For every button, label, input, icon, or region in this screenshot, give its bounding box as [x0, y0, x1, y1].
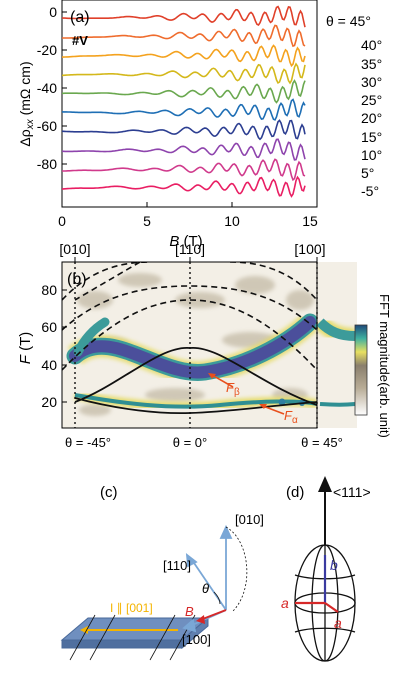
a-axis-label-left: a [281, 595, 289, 611]
sample-bar [60, 614, 210, 661]
panel-a-xlabel: B (T) [169, 233, 202, 250]
b-axis-label: b [330, 557, 338, 573]
panel-b-ylabel: F (T) [17, 332, 34, 365]
oscillation-curve-5 [62, 98, 306, 121]
f-beta-label: Fβ [226, 380, 240, 398]
panel-c: (c) I ∥ [001] [60, 484, 264, 661]
field-arrow [196, 609, 227, 624]
dir-110-label: [110] [163, 558, 191, 573]
panel-a: (a) #V 0 -20 -40 -60 -80 0 5 10 15 B (T) [17, 0, 382, 250]
oscillation-curve-4 [62, 79, 306, 104]
theta-arc [213, 591, 221, 605]
x-tick-2: 10 [224, 213, 240, 229]
oscillation-curve-9 [62, 175, 306, 198]
oscillation-curve-7 [62, 138, 306, 161]
crystal-axes [182, 524, 233, 633]
f-beta-annotation: Fβ [208, 373, 240, 398]
b-y-tick-2: 60 [41, 319, 57, 335]
panel-b-label: (b) [67, 271, 87, 288]
fft-heatmap [62, 262, 317, 428]
dir-label-010: [010] [59, 241, 90, 257]
x-tick-1: 5 [143, 213, 151, 229]
field-label: B [185, 604, 194, 619]
y-tick-3: -60 [37, 118, 57, 134]
panel-a-frame [61, 0, 318, 208]
sample-label: #V [72, 33, 88, 48]
oscillation-curve-8 [62, 158, 306, 182]
y-tick-4: -80 [37, 156, 57, 172]
b-y-tick-3: 80 [41, 282, 57, 298]
panel-b-y-ticks: 20 40 60 80 [41, 282, 67, 410]
b-y-tick-1: 40 [41, 357, 57, 373]
panel-a-ylabel: Δρxx (mΩ cm) [17, 61, 36, 146]
panel-c-label: (c) [100, 484, 118, 501]
axis-label: <111> [333, 484, 371, 500]
b-x-tick-2: θ = 45° [301, 435, 343, 450]
axis-arrowhead [318, 476, 332, 492]
colorbar-subtitle: (arb. unit) [377, 382, 392, 438]
angle-label-3: 30° [361, 74, 382, 90]
colorbar-title: FFT magnitude [377, 294, 392, 382]
x-tick-3: 15 [302, 213, 318, 229]
panel-a-curves [62, 5, 306, 198]
panel-a-x-ticks: 0 5 10 15 [58, 202, 318, 229]
b-x-tick-0: θ = -45° [65, 435, 111, 450]
oscillation-curve-6 [62, 119, 306, 141]
panel-d-label: (d) [286, 484, 304, 501]
oscillation-curve-1 [62, 24, 306, 48]
angle-label-5: 20° [361, 110, 382, 126]
y-tick-1: -20 [37, 42, 57, 58]
x-tick-0: 0 [58, 213, 66, 229]
theta-label: θ [202, 581, 209, 596]
y-tick-0: 0 [49, 4, 57, 20]
panel-a-label: (a) [70, 9, 90, 26]
oscillation-curve-2 [62, 44, 306, 68]
angle-label-9: -5° [361, 183, 379, 199]
f-alpha-label: Fα [284, 408, 298, 426]
panel-d: (d) <111> b a a [281, 476, 371, 662]
y-tick-2: -40 [37, 80, 57, 96]
panel-a-y-ticks: 0 -20 -40 -60 -80 [37, 4, 67, 172]
angle-label-1: 40° [361, 37, 382, 53]
oscillation-curve-3 [62, 62, 306, 85]
angle-label-7: 10° [361, 147, 382, 163]
panel-b: [010] [110] [100] (b) 20 40 60 80 F (T) … [17, 241, 392, 450]
fft-heatmap-extension [314, 262, 357, 428]
dir-label-110: [110] [175, 241, 205, 257]
panel-b-x-ticks: θ = -45° θ = 0° θ = 45° [65, 435, 343, 450]
fermi-orbit-curves [62, 262, 317, 371]
b-y-tick-0: 20 [41, 394, 57, 410]
oscillation-curve-0 [62, 5, 306, 28]
f-alpha-annotation: Fα [259, 404, 298, 426]
angle-arc [225, 526, 248, 613]
current-label: I ∥ [001] [110, 601, 153, 615]
dir-100-label: [100] [182, 632, 211, 647]
angle-labels: θ = 45° 40° 35° 30° 25° 20° 15° 10° 5° -… [326, 13, 382, 199]
dir-010-label: [010] [235, 512, 264, 527]
colorbar: FFT magnitude (arb. unit) [354, 294, 392, 438]
b-x-tick-1: θ = 0° [173, 435, 207, 450]
angle-label-8: 5° [361, 165, 374, 181]
angle-label-2: 35° [361, 56, 382, 72]
angle-label-0: θ = 45° [326, 13, 371, 29]
dir-label-100: [100] [294, 241, 325, 257]
a-axis-label-right: a [334, 615, 342, 631]
angle-label-4: 25° [361, 92, 382, 108]
panel-b-direction-labels: [010] [110] [100] [59, 241, 326, 262]
angle-label-6: 15° [361, 129, 382, 145]
